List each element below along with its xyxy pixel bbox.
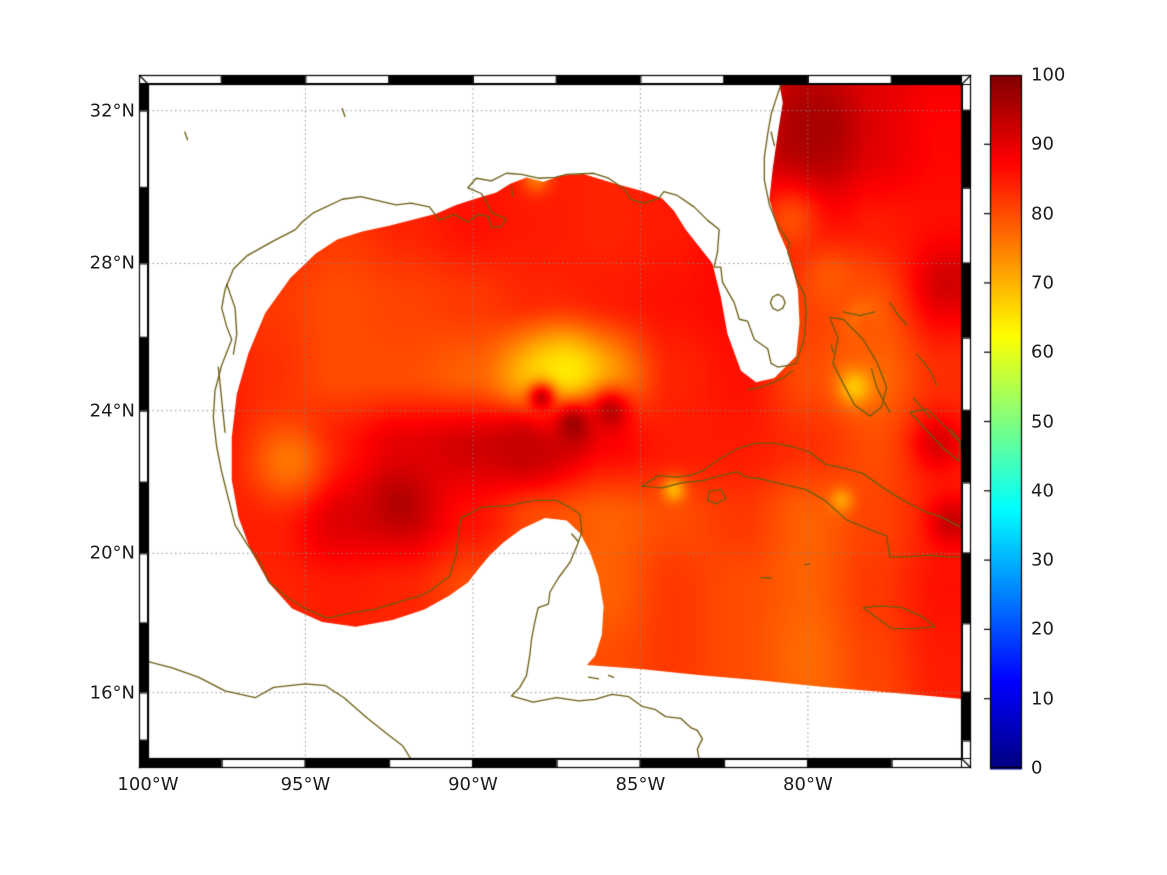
colorbar-tick-label: 80 — [1031, 203, 1054, 225]
colorbar-tick-label: 70 — [1031, 272, 1054, 294]
colorbar-tick-label: 20 — [1031, 618, 1054, 640]
x-tick-label: 80°W — [783, 774, 833, 795]
y-tick-label: 16°N — [89, 682, 135, 704]
y-tick-label: 24°N — [89, 400, 135, 422]
x-tick-label: 95°W — [280, 774, 331, 795]
colorbar-tick-label: 10 — [1031, 688, 1054, 710]
colorbar-tick-label: 0 — [1031, 757, 1043, 779]
colorbar-tick-label: 60 — [1031, 341, 1054, 363]
colorbar-tick-label: 90 — [1031, 133, 1054, 155]
y-tick-label: 28°N — [89, 252, 135, 274]
x-tick-label: 100°W — [117, 774, 179, 795]
x-tick-label: 85°W — [615, 774, 666, 795]
y-tick-label: 20°N — [89, 542, 135, 564]
x-tick-label: 90°W — [448, 774, 498, 795]
y-tick-label: 32°N — [89, 100, 135, 122]
colorbar-tick-label: 30 — [1031, 549, 1054, 571]
colorbar-tick-label: 100 — [1031, 64, 1066, 86]
colorbar-tick-label: 50 — [1031, 411, 1054, 432]
colorbar-tick-label: 40 — [1031, 480, 1054, 502]
